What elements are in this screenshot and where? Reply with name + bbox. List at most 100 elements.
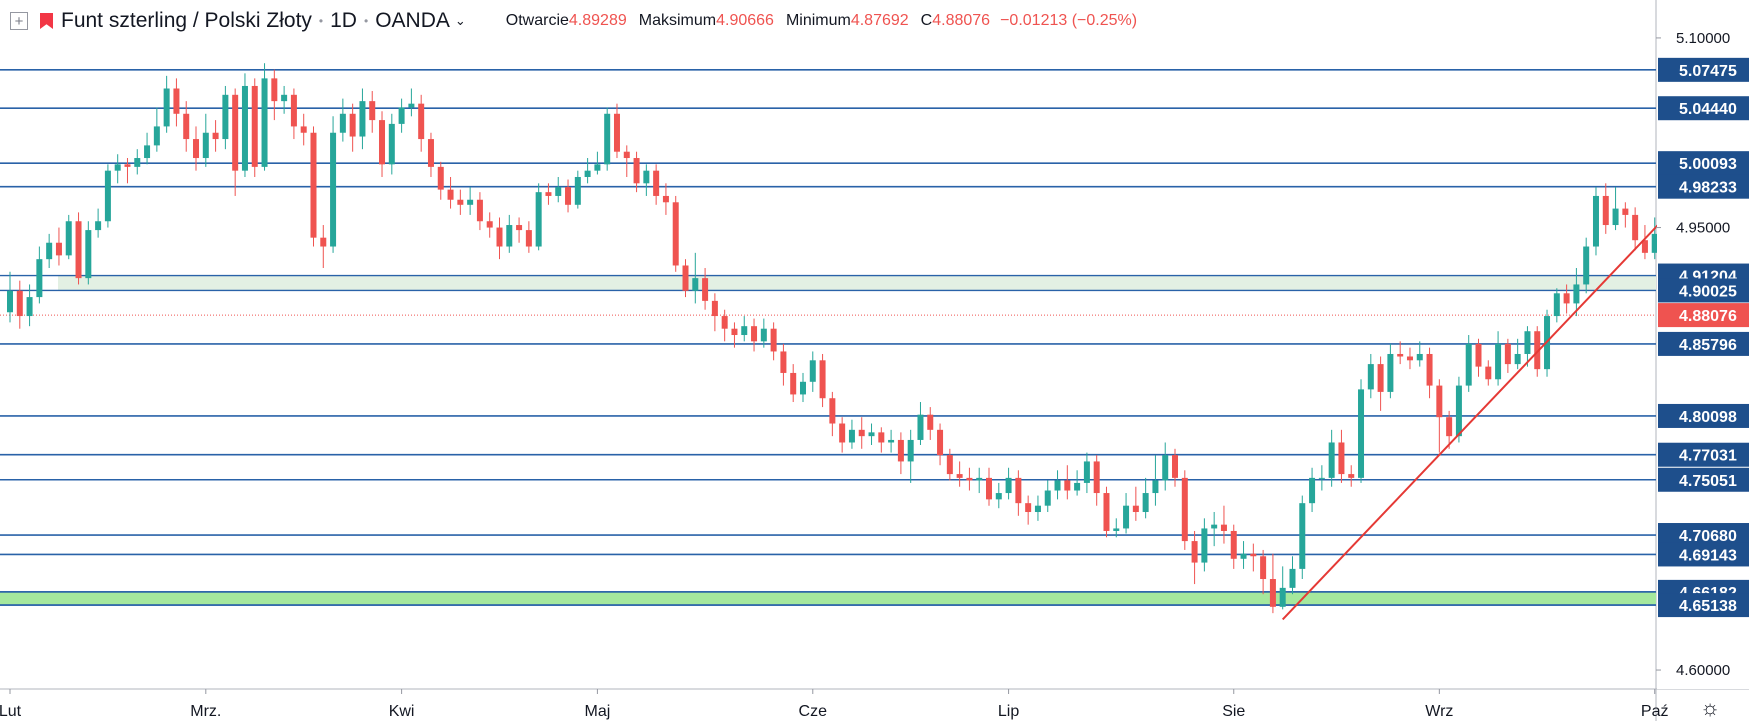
- candle: [525, 221, 532, 253]
- candle: [1279, 566, 1286, 610]
- candle: [320, 225, 327, 269]
- candle-body: [721, 316, 728, 329]
- level-price-tag: 5.04440: [1658, 96, 1749, 121]
- candle: [1201, 518, 1208, 572]
- level-price-tag-bg: [1658, 96, 1749, 121]
- candle: [535, 183, 542, 251]
- candle: [153, 107, 160, 152]
- candle-body: [917, 414, 924, 440]
- candle-body: [770, 328, 777, 352]
- candle: [1152, 455, 1159, 506]
- candle-body: [1005, 477, 1012, 494]
- candle: [300, 113, 307, 146]
- candle-body: [516, 225, 523, 231]
- candle-body: [839, 423, 846, 443]
- candle: [604, 107, 611, 171]
- candle-body: [300, 126, 307, 133]
- level-price-tag-text: 4.77031: [1679, 448, 1737, 465]
- candle: [760, 318, 767, 348]
- candle-body: [1181, 477, 1188, 542]
- candle-body: [848, 429, 855, 443]
- candle-body: [1279, 587, 1286, 607]
- candle-body: [878, 432, 885, 443]
- candle: [1358, 379, 1365, 483]
- candle-body: [702, 278, 709, 301]
- candle: [476, 192, 483, 231]
- candle: [770, 322, 777, 361]
- candle-body: [281, 94, 288, 102]
- candle-body: [241, 85, 248, 171]
- candle: [516, 217, 523, 243]
- candle: [447, 176, 454, 209]
- candle-body: [1289, 568, 1296, 588]
- candle-body: [927, 414, 934, 430]
- candle: [418, 94, 425, 152]
- candle-body: [1132, 505, 1139, 513]
- candle: [1553, 288, 1560, 323]
- candle-body: [1573, 284, 1580, 304]
- time-axis[interactable]: Lut Mrz. Kwi Maj Cze Lip Sie Wrz Paź: [0, 689, 1669, 720]
- candle-body: [85, 230, 92, 279]
- candle: [1573, 268, 1580, 317]
- candle-body: [447, 189, 454, 200]
- candle: [1495, 331, 1502, 386]
- add-symbol-icon[interactable]: +: [10, 12, 28, 30]
- separator-dot: •: [363, 14, 369, 28]
- candle-body: [486, 221, 493, 228]
- candle-body: [163, 88, 170, 127]
- chevron-down-icon[interactable]: ⌄: [454, 13, 466, 28]
- candle: [26, 284, 33, 327]
- candle: [388, 113, 395, 175]
- low-value: 4.87692: [850, 12, 909, 29]
- last-price-tag: 4.88076: [1658, 303, 1749, 328]
- candle-body: [1025, 503, 1032, 513]
- candle: [731, 322, 738, 348]
- candle-body: [1093, 461, 1100, 494]
- candle-body: [261, 78, 268, 167]
- price-axis[interactable]: 5.10000 4.95000 4.60000 5.07475 5.04440 5.000…: [1656, 0, 1749, 689]
- candle: [271, 69, 278, 121]
- candle-body: [966, 477, 973, 481]
- candle: [917, 402, 924, 446]
- candle: [1455, 376, 1462, 443]
- candle: [398, 98, 405, 133]
- price-tick-label: 4.95000: [1676, 220, 1730, 237]
- candle: [662, 183, 669, 215]
- candle: [173, 78, 180, 127]
- candle: [966, 467, 973, 491]
- settings-gear-icon[interactable]: ☼: [1700, 695, 1721, 720]
- flag-icon[interactable]: [40, 13, 53, 29]
- candle-body: [731, 328, 738, 336]
- candle-body: [369, 101, 376, 121]
- broker-label[interactable]: OANDA: [375, 9, 450, 32]
- support-zone: [0, 591, 1656, 606]
- candle-body: [751, 326, 758, 342]
- candle: [85, 221, 92, 285]
- candle-body: [555, 187, 562, 196]
- zone-price-tag-bg: [1658, 278, 1749, 303]
- candle-body: [1563, 293, 1570, 304]
- candle: [1250, 543, 1257, 572]
- candle: [623, 145, 630, 177]
- candle-body: [1230, 530, 1237, 559]
- candle: [36, 246, 43, 304]
- interval-label[interactable]: 1D: [330, 9, 357, 32]
- candle-body: [173, 88, 180, 114]
- level-price-tag-text: 4.98233: [1679, 180, 1737, 197]
- candle-body: [1367, 364, 1374, 390]
- candle-body: [1299, 503, 1306, 569]
- candle-body: [574, 176, 581, 205]
- candle: [1162, 442, 1169, 491]
- level-price-tag: 4.85796: [1658, 331, 1749, 356]
- candle-body: [1309, 477, 1316, 504]
- candle-body: [1641, 240, 1648, 253]
- candle-body: [310, 132, 317, 238]
- candle: [1309, 467, 1316, 513]
- candle: [1220, 505, 1227, 544]
- candle-body: [1524, 331, 1531, 354]
- symbol-title[interactable]: Funt szterling / Polski Złoty: [61, 9, 312, 32]
- level-price-tag-text: 5.07475: [1679, 63, 1737, 80]
- candle: [241, 73, 248, 177]
- candle: [1367, 353, 1374, 399]
